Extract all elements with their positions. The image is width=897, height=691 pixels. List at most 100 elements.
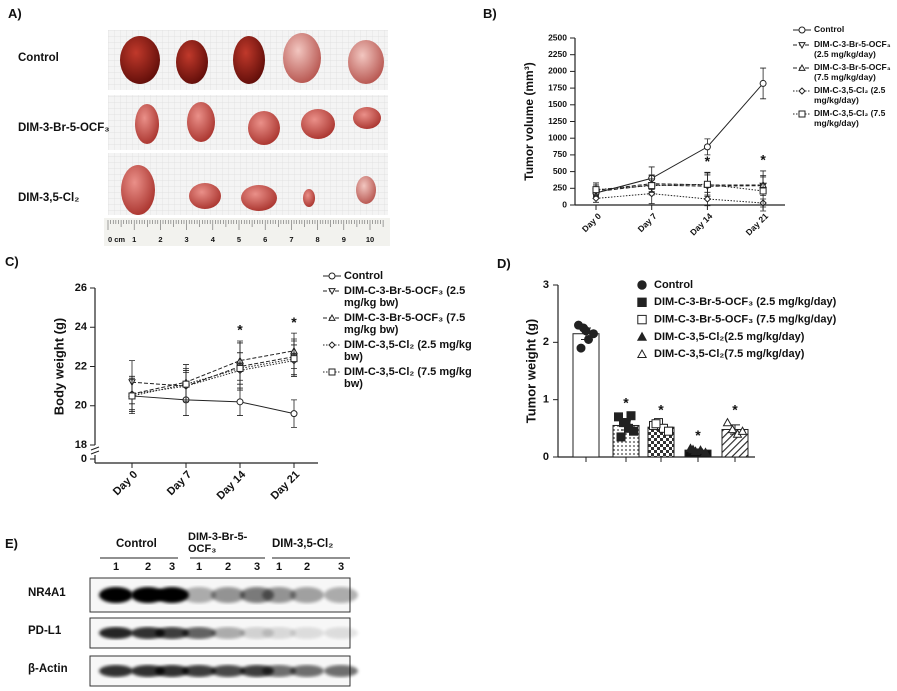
marker <box>798 26 806 34</box>
blot-band <box>290 665 324 677</box>
x-tick-label: Day 14 <box>215 468 249 502</box>
series-line <box>595 193 764 204</box>
marker <box>759 187 767 195</box>
marker <box>703 195 712 203</box>
lane-label: 1 <box>113 561 119 573</box>
tumor <box>120 36 160 84</box>
blot-band <box>262 587 296 603</box>
blot-band <box>182 587 216 603</box>
blot-band <box>99 587 133 603</box>
y-axis-label: Body weight (g) <box>51 318 66 416</box>
marker <box>626 411 636 421</box>
ruler-label: 10 <box>366 235 374 244</box>
y-tick-label: 1750 <box>548 82 567 92</box>
significance-mark: * <box>291 314 297 330</box>
series-line <box>131 356 295 387</box>
marker <box>236 364 244 372</box>
lane-label: 2 <box>145 561 151 573</box>
marker <box>637 297 647 308</box>
lane-label: 3 <box>169 561 175 573</box>
panel-label: D) <box>497 256 511 271</box>
series-line <box>131 350 295 395</box>
series-line <box>131 395 295 415</box>
marker <box>637 280 647 290</box>
lane-label: 3 <box>338 561 344 573</box>
blot-band <box>262 627 296 639</box>
blot-band <box>211 587 245 603</box>
marker <box>798 42 806 50</box>
marker <box>128 392 136 400</box>
legend-symbol <box>323 368 341 376</box>
legend-text: DIM-C-3-Br-5-OCF₃ (7.5 mg/kg bw) <box>344 312 466 336</box>
blot-band <box>324 587 358 603</box>
legend-symbol <box>793 110 811 118</box>
blot-band <box>324 627 358 639</box>
marker <box>328 272 336 280</box>
ruler-label: 6 <box>263 235 267 244</box>
x-tick-label: Day 21 <box>269 469 303 503</box>
legend-text: DIM-C-3,5-Cl₂ (7.5 mg/kg bw) <box>344 366 472 390</box>
axis-break <box>90 446 100 451</box>
marker <box>290 410 298 418</box>
marker <box>798 110 806 118</box>
ruler-label: 3 <box>185 235 189 244</box>
tumor <box>248 111 280 145</box>
row-label: NR4A1 <box>28 587 66 599</box>
y-tick-label: 26 <box>75 282 87 294</box>
y-tick-label: 2250 <box>548 49 567 59</box>
y-tick-label: 1500 <box>548 99 567 109</box>
legend-entry: Control <box>322 270 487 282</box>
tumor <box>301 109 335 139</box>
x-tick-label: Day 7 <box>165 469 194 498</box>
x-tick-label: Day 7 <box>636 211 659 234</box>
y-tick-label: 750 <box>553 149 567 159</box>
legend-text: DIM-C-3-Br-5-OCF₃ (2.5 mg/kg/day) <box>654 296 837 308</box>
blot-band <box>290 627 324 639</box>
axis-break <box>90 450 100 455</box>
legend-text: DIM-C-3-Br-5-OCF₃ (2.5 mg/kg/day) <box>814 39 891 59</box>
legend-entry: DIM-C-3,5-Cl₂ (7.5 mg/kg/day) <box>792 108 896 128</box>
panel-label: E) <box>5 536 18 551</box>
panel-label: B) <box>483 6 497 21</box>
blot-band <box>131 665 165 677</box>
tumor <box>187 102 215 142</box>
row-label: DIM-3,5-Cl₂ <box>18 192 80 204</box>
ruler-label: 1 <box>132 235 136 244</box>
marker <box>589 329 598 339</box>
legend-text: DIM-C-3-Br-5-OCF₃ (7.5 mg/kg/day) <box>814 62 891 82</box>
bar <box>572 333 600 458</box>
ruler-label: 8 <box>316 235 320 244</box>
marker <box>290 355 298 363</box>
x-tick-label: Day 14 <box>688 211 715 238</box>
marker <box>637 314 647 325</box>
ruler-label: 5 <box>237 235 241 244</box>
panel-label: C) <box>5 254 19 269</box>
marker <box>651 419 661 429</box>
ruler-label: 7 <box>289 235 293 244</box>
tumor <box>135 104 159 144</box>
marker <box>328 288 336 296</box>
legend-text: DIM-C-3-Br-5-OCF₃ (2.5 mg/kg bw) <box>344 285 466 309</box>
legend-symbol <box>323 313 341 321</box>
x-tick-label: Day 0 <box>111 469 140 498</box>
tumor <box>303 189 315 207</box>
y-tick-label: 1000 <box>548 132 567 142</box>
blot-band <box>182 627 216 639</box>
legend-symbol <box>793 87 811 95</box>
legend-symbol <box>323 288 341 296</box>
significance-mark: * <box>658 401 664 417</box>
lane-label: 1 <box>276 561 282 573</box>
series-line <box>131 358 295 397</box>
marker <box>592 186 600 194</box>
y-tick-label: 24 <box>75 321 88 333</box>
legend-entry: DIM-C-3,5-Cl₂ (2.5 mg/kg/day) <box>792 85 896 105</box>
marker <box>636 348 648 359</box>
marker <box>759 79 767 87</box>
legend-text: DIM-C-3,5-Cl₂ (7.5 mg/kg/day) <box>814 108 886 128</box>
tumor <box>348 40 384 84</box>
blot-band <box>182 665 216 677</box>
marker <box>798 63 806 71</box>
y-tick-label: 0 <box>562 199 567 209</box>
marker <box>621 418 631 428</box>
